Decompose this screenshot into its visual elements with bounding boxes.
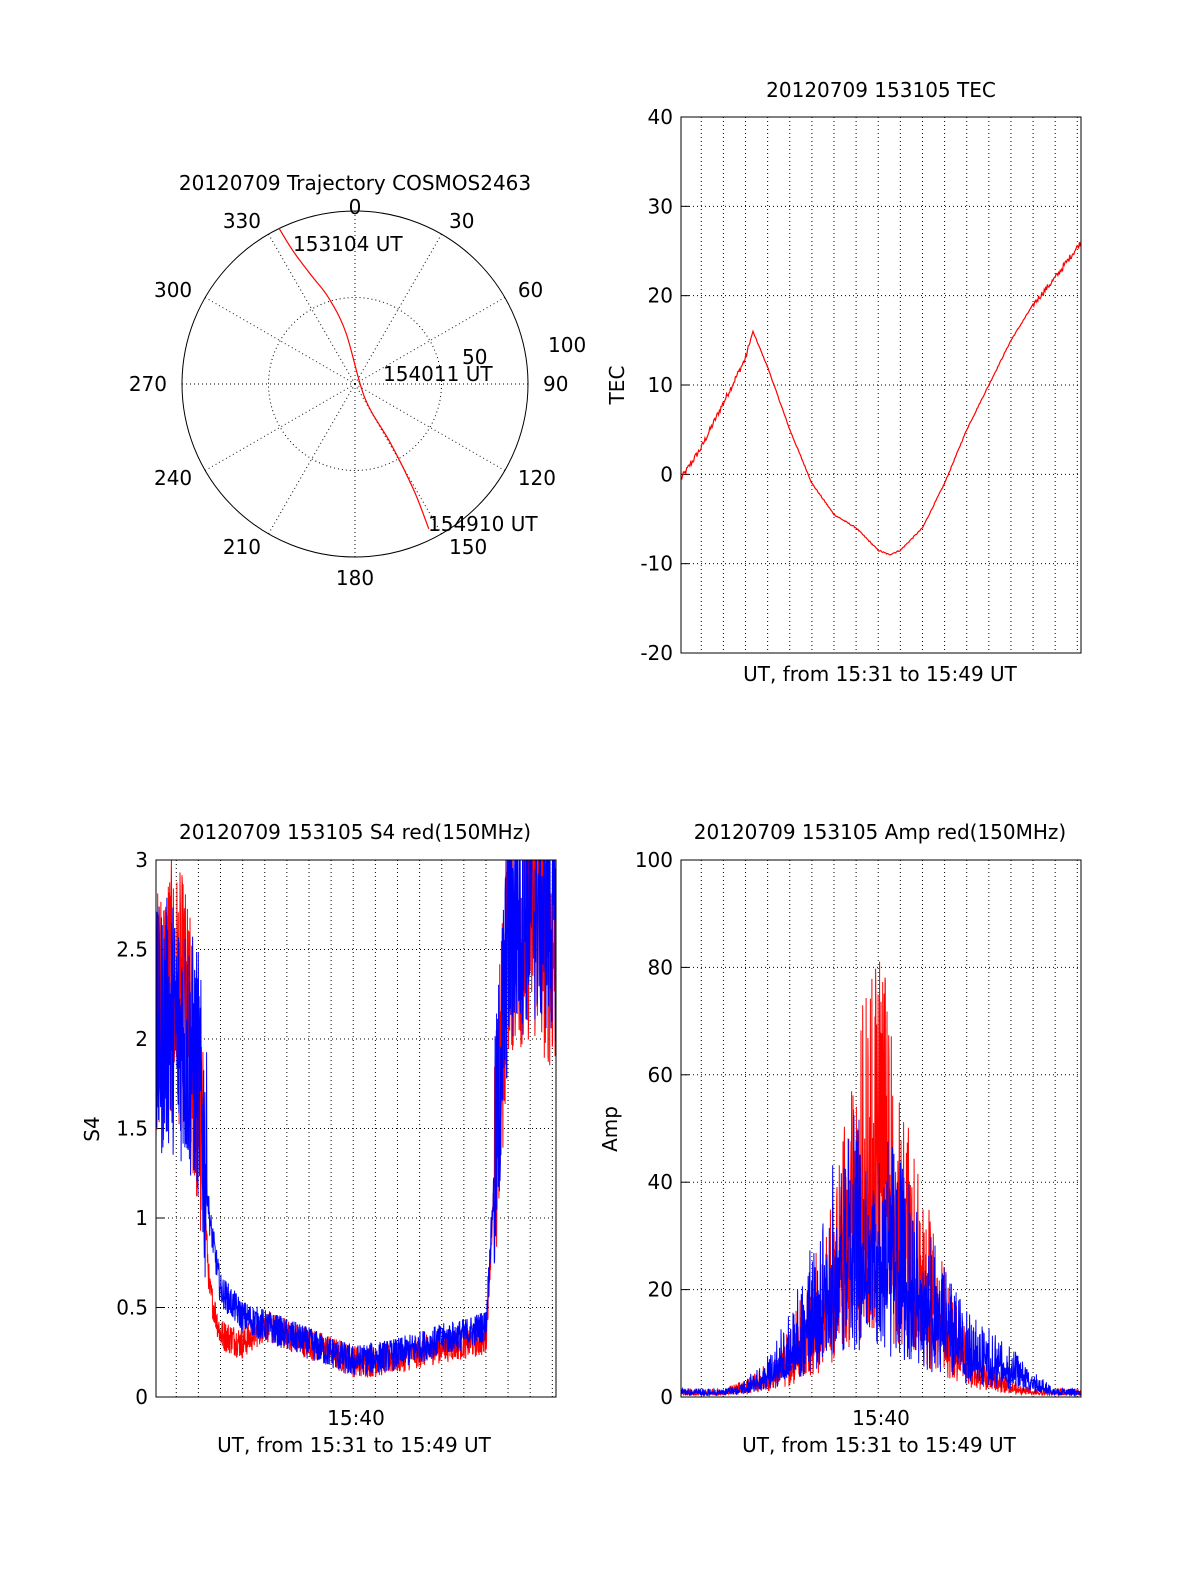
amp-ytick-40: 40 (648, 1170, 673, 1194)
tec-ytick-10: 10 (648, 373, 673, 397)
polar-azimuth-label-300: 300 (154, 278, 192, 302)
s4-xlabel: UT, from 15:31 to 15:49 UT (217, 1433, 492, 1457)
s4-ytick-1: 1 (135, 1206, 148, 1230)
polar-spoke-60 (354, 297, 506, 385)
polar-azimuth-label-120: 120 (518, 466, 556, 490)
polar-spoke-240 (204, 383, 356, 471)
tec-grid (681, 116, 1081, 654)
tec-ytick-20: 20 (648, 284, 673, 308)
amp-series-blue (681, 1115, 1081, 1397)
tec-plot-frame (680, 116, 1082, 654)
amp-ylabel: Amp (598, 1106, 622, 1152)
s4-series-blue (156, 860, 556, 1376)
polar-spoke-300 (204, 297, 356, 385)
trajectory-mid-label: 154011 UT (383, 362, 493, 386)
tec-title: 20120709 153105 TEC (766, 78, 996, 102)
amp-ytick-20: 20 (648, 1278, 673, 1302)
polar-outer-circle (181, 210, 529, 558)
amp-y-tick-labels: 0 20 40 60 80 100 (635, 848, 673, 1409)
tec-ytick-30: 30 (648, 194, 673, 218)
s4-ylabel: S4 (80, 1116, 104, 1141)
amp-series (681, 961, 1081, 1397)
s4-series (156, 860, 556, 1379)
s4-ytick-0: 0 (135, 1385, 148, 1409)
polar-azimuth-label-30: 30 (449, 209, 474, 233)
s4-ytick-3: 3 (135, 848, 148, 872)
polar-grid (182, 211, 528, 557)
trajectory-end-label: 154910 UT (428, 512, 538, 536)
polar-azimuth-label-240: 240 (154, 466, 192, 490)
polar-trajectory-chart: 20120709 Trajectory COSMOS2463 0 30 60 90 12… (129, 171, 586, 590)
polar-azimuth-label-270: 270 (129, 372, 167, 396)
amp-plot-frame (680, 859, 1082, 1398)
tec-ytick-40: 40 (648, 105, 673, 129)
s4-xtick-label: 15:40 (327, 1406, 385, 1430)
amp-xlabel: UT, from 15:31 to 15:49 UT (742, 1433, 1017, 1457)
trajectory-line (278, 228, 430, 530)
polar-azimuth-label-210: 210 (223, 535, 261, 559)
tec-ytick-0: 0 (660, 462, 673, 486)
tec-ylabel: TEC (605, 366, 629, 406)
s4-ytick-1.5: 1.5 (116, 1117, 148, 1141)
tec-series-line (680, 241, 1082, 556)
s4-ytick-2: 2 (135, 1027, 148, 1051)
polar-spoke-30 (354, 233, 442, 385)
tec-y-tick-labels: -20 -10 0 10 20 30 40 (640, 105, 673, 665)
amp-ytick-60: 60 (648, 1063, 673, 1087)
polar-azimuth-label-90: 90 (543, 372, 568, 396)
amp-xtick-label: 15:40 (852, 1406, 910, 1430)
polar-azimuth-label-0: 0 (349, 195, 362, 219)
s4-title: 20120709 153105 S4 red(150MHz) (179, 820, 531, 844)
tec-ytick--20: -20 (640, 641, 673, 665)
polar-elevation-label-50: 50 (462, 345, 487, 369)
amp-ytick-0: 0 (660, 1385, 673, 1409)
polar-azimuth-label-60: 60 (518, 278, 543, 302)
amp-ytick-100: 100 (635, 848, 673, 872)
s4-y-tick-labels: 0 0.5 1 1.5 2 2.5 3 (116, 848, 148, 1409)
polar-azimuth-label-330: 330 (223, 209, 261, 233)
polar-elevation-label-100: 100 (548, 333, 586, 357)
polar-ring-50 (268, 297, 442, 471)
s4-ytick-0.5: 0.5 (116, 1296, 148, 1320)
polar-spoke-210 (268, 383, 356, 535)
polar-azimuth-label-150: 150 (449, 535, 487, 559)
tec-ytick--10: -10 (640, 552, 673, 576)
polar-spoke-120 (354, 383, 506, 471)
polar-title: 20120709 Trajectory COSMOS2463 (179, 171, 531, 195)
polar-azimuth-label-180: 180 (336, 566, 374, 590)
polar-azimuth-labels: 0 30 60 90 120 150 180 210 240 270 300 330 (129, 195, 569, 590)
s4-chart: 20120709 153105 S4 red(150MHz) 0 0.5 1 1.5 2… (80, 820, 557, 1457)
s4-ytick-2.5: 2.5 (116, 938, 148, 962)
amp-title: 20120709 153105 Amp red(150MHz) (694, 820, 1066, 844)
s4-plot-frame (155, 859, 557, 1398)
amp-chart: 20120709 153105 Amp red(150MHz) 0 20 40 60 8… (598, 820, 1082, 1457)
polar-spoke-330 (268, 233, 356, 385)
trajectory-start-label: 153104 UT (293, 232, 403, 256)
tec-xlabel: UT, from 15:31 to 15:49 UT (743, 662, 1018, 686)
s4-series-red (156, 860, 556, 1379)
amp-ytick-80: 80 (648, 955, 673, 979)
